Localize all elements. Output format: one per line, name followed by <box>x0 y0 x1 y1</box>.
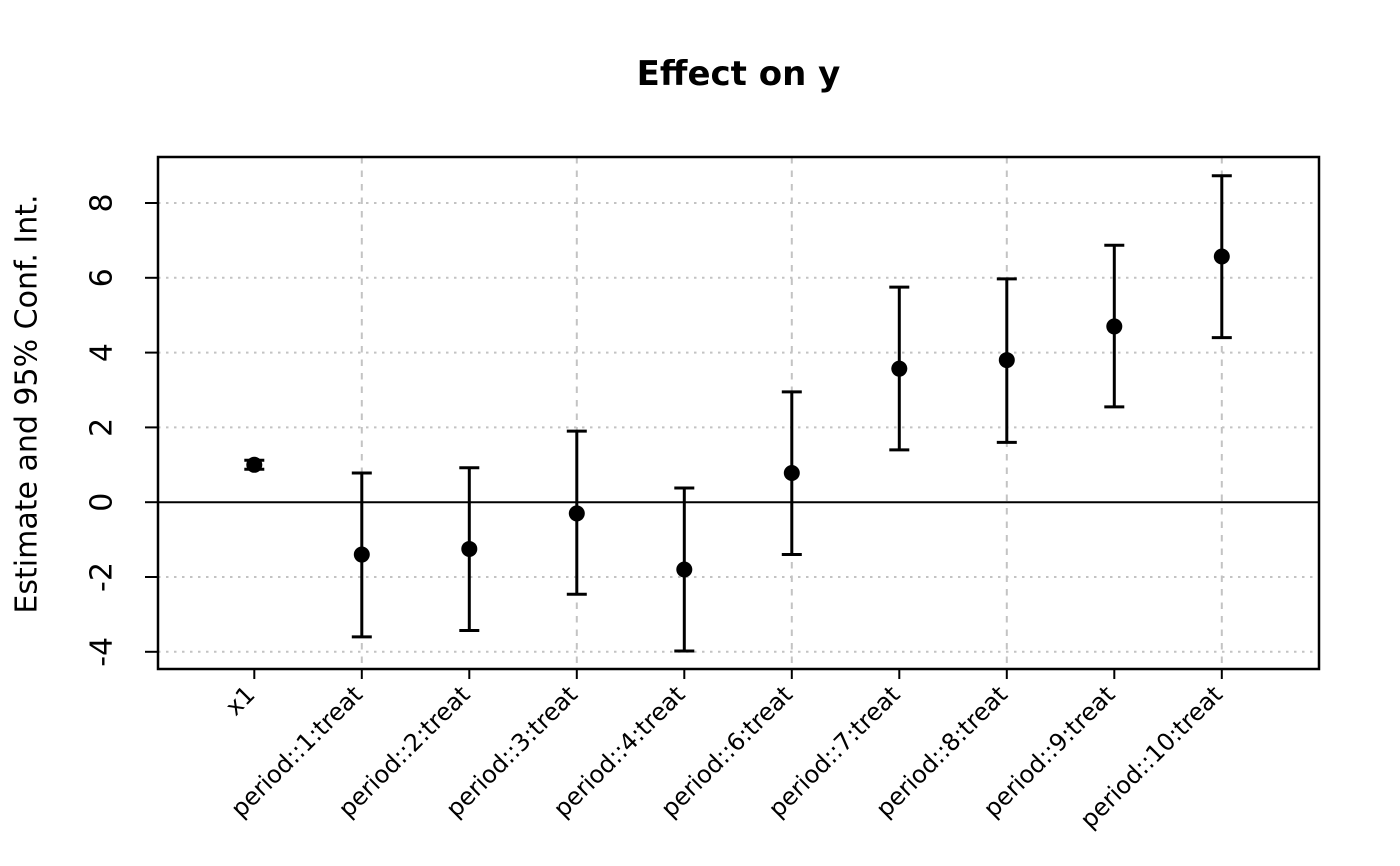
y-tick-label: 6 <box>85 268 120 287</box>
x-tick-label: x1 <box>220 680 261 721</box>
y-tick-label: 2 <box>85 418 120 437</box>
point-estimate <box>998 352 1015 369</box>
point-estimate <box>353 546 370 563</box>
y-axis-title: Estimate and 95% Conf. Int. <box>9 194 45 614</box>
point-estimate <box>568 505 585 522</box>
plot-border <box>156 155 1321 671</box>
y-tick-label: -2 <box>85 562 120 592</box>
point-estimate <box>461 540 478 557</box>
chart-title: Effect on y <box>636 54 841 94</box>
point-estimate <box>891 360 908 377</box>
y-tick-label: -4 <box>85 637 120 667</box>
point-estimate <box>676 561 693 578</box>
y-tick-label: 0 <box>85 493 120 512</box>
y-tick-label: 8 <box>85 193 120 212</box>
point-estimate <box>1213 248 1230 265</box>
point-estimate <box>246 456 263 473</box>
point-estimate <box>1106 318 1123 335</box>
point-estimate <box>783 465 800 482</box>
y-tick-label: 4 <box>85 343 120 362</box>
